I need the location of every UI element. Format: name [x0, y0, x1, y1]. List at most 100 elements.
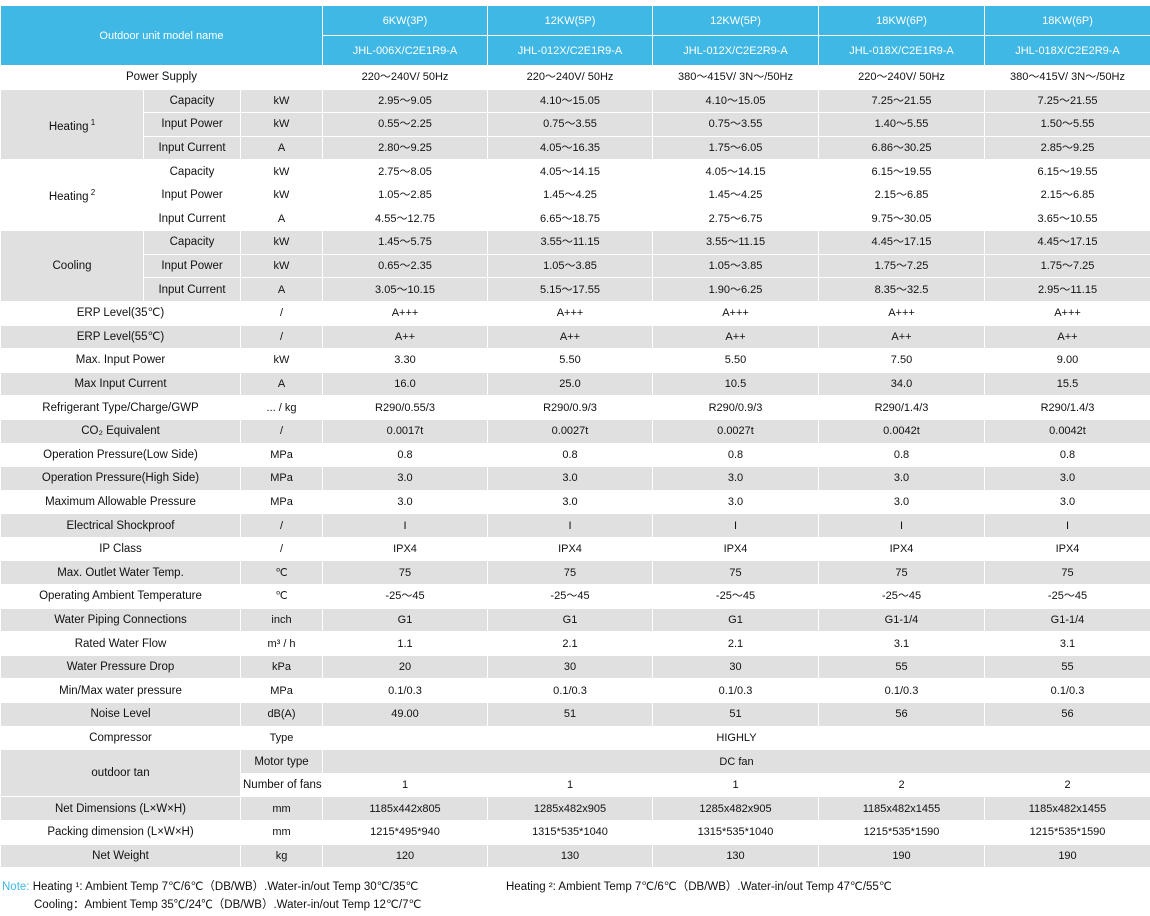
unit-cell: MPa: [240, 678, 323, 704]
value-cell: 1.50～5.55: [984, 112, 1150, 137]
value-cell: 1185x482x1455: [984, 796, 1150, 821]
value-cell: 130: [652, 843, 819, 869]
row-label: Rated Water Flow: [0, 631, 241, 656]
unit-cell: mm: [240, 796, 323, 821]
group-row: Input Power kW 0.55～2.25 0.75～3.55 0.75～3.55…: [1, 112, 1150, 137]
value-cell: -25～45: [322, 584, 488, 609]
value-cell: 4.10～15.05: [652, 88, 819, 114]
row-label: Refrigerant Type/Charge/GWP: [0, 395, 241, 420]
group-label: Cooling: [0, 230, 144, 302]
value-cell: 6.15～19.55: [818, 159, 985, 184]
value-cell: R290/1.4/3: [984, 395, 1150, 420]
value-cell: -25～45: [487, 584, 653, 609]
value-cell: 1215*535*1590: [984, 820, 1150, 845]
value-cell: 0.8: [322, 442, 488, 468]
unit-cell: /: [240, 300, 323, 326]
spec-row: Max. Input Power kW 3.30 5.50 5.50 7.50 9.00: [0, 348, 1150, 373]
spec-row: Min/Max water pressure MPa 0.1/0.3 0.1/0.3 0…: [0, 678, 1150, 704]
row-label: Electrical Shockproof: [0, 513, 241, 538]
value-cell: 220～240V/ 50Hz: [322, 65, 488, 90]
value-cell: 3.1: [984, 631, 1150, 656]
value-cell: 3.0: [322, 489, 488, 515]
row-label: Water Piping Connections: [0, 607, 241, 633]
header-capacity: 18KW(6P): [984, 5, 1150, 36]
value-cell: 1.1: [322, 631, 488, 656]
value-cell: 0.8: [818, 442, 985, 468]
value-cell: 2.75～8.05: [322, 159, 488, 184]
value-cell: 130: [487, 843, 653, 869]
value-cell: A++: [652, 324, 819, 350]
value-cell: 1215*495*940: [322, 820, 488, 845]
value-cell: 380～415V/ 3N～/50Hz: [652, 65, 819, 90]
value-cell: A++: [984, 324, 1150, 350]
unit-cell: kW: [240, 348, 323, 373]
value-cell: 1185x442x805: [322, 796, 488, 821]
value-cell: -25～45: [818, 584, 985, 609]
value-cell: 0.1/0.3: [818, 678, 985, 704]
row-label: ERP Level(35℃): [0, 300, 241, 326]
value-cell: 0.0027t: [487, 418, 653, 444]
value-cell: 3.0: [487, 489, 653, 515]
group-row: Heating 1 Capacity kW 2.95～9.05 4.10～15.05 4.…: [0, 88, 1150, 161]
spec-row: Water Piping Connections inch G1 G1 G1 G1-1/4…: [0, 607, 1150, 633]
fan-count-row: Number of fans 1 1 1 2 2: [1, 772, 1150, 798]
value-cell: G1: [652, 607, 819, 633]
value-cell: 3.1: [818, 631, 985, 656]
value-cell: 3.55～11.15: [487, 230, 653, 255]
value-cell: 3.30: [322, 348, 488, 373]
sub-label: Input Power: [143, 182, 241, 208]
value-cell: IPX4: [487, 536, 653, 562]
value-cell: 75: [487, 560, 653, 586]
row-label: Compressor: [0, 725, 241, 751]
unit-cell: kW: [240, 230, 323, 255]
header-row-model: JHL-006X/C2E1R9-A JHL-012X/C2E1R9-A JHL-…: [1, 35, 1150, 66]
note-label: Note:: [2, 881, 30, 893]
row-label: ERP Level(55℃): [0, 324, 241, 350]
group-label: Heating 2: [0, 159, 144, 232]
sub-label: Input Power: [143, 253, 241, 279]
value-cell: A+++: [487, 300, 653, 326]
row-label: outdoor tan: [0, 749, 241, 798]
row-label: Packing dimension (L×W×H): [0, 820, 241, 845]
value-cell: 6.15～19.55: [984, 159, 1150, 184]
value-cell: 0.1/0.3: [322, 678, 488, 704]
value-cell: I: [322, 513, 488, 538]
header-label: Outdoor unit model name: [0, 5, 323, 66]
spec-row: IP Class / IPX4 IPX4 IPX4 IPX4 IPX4: [0, 536, 1150, 562]
group-row: Input Current A 2.80～9.25 4.05～16.35 1.75～6.…: [1, 135, 1150, 161]
value-cell: 0.0042t: [984, 418, 1150, 444]
value-cell: G1: [322, 607, 488, 633]
value-cell: 1.75～6.05: [652, 135, 819, 161]
value-cell: 0.8: [984, 442, 1150, 468]
unit-cell: m³ / h: [240, 631, 323, 656]
spec-row: ERP Level(55℃) / A++ A++ A++ A++ A++: [0, 324, 1150, 350]
spec-row: Maximum Allowable Pressure MPa 3.0 3.0 3.0 3.…: [0, 489, 1150, 515]
row-label: CO₂ Equivalent: [0, 418, 241, 444]
value-cell: 220～240V/ 50Hz: [818, 65, 985, 90]
value-cell: 1285x482x905: [652, 796, 819, 821]
spec-table: Outdoor unit model name 6KW(3P) 12KW(5P)…: [0, 5, 1150, 869]
note-heating1-text: Heating ¹: Ambient Temp 7℃/6℃（DB/WB）.Wat…: [32, 881, 419, 893]
value-cell: I: [487, 513, 653, 538]
header-model: JHL-012X/C2E1R9-A: [487, 35, 653, 66]
group-label-superscript: 1: [88, 117, 96, 127]
value-cell: 4.45～17.15: [984, 230, 1150, 255]
value-cell: G1-1/4: [818, 607, 985, 633]
sub-label: Capacity: [143, 88, 241, 114]
value-cell: 380～415V/ 3N～/50Hz: [984, 65, 1150, 90]
unit-cell: A: [240, 277, 323, 302]
unit-cell: kg: [240, 843, 323, 869]
value-cell: 75: [984, 560, 1150, 586]
value-cell: 30: [652, 654, 819, 680]
value-cell: 25.0: [487, 371, 653, 397]
value-cell: 1.05～3.85: [487, 253, 653, 279]
group-label-text: Cooling: [52, 260, 92, 273]
row-label: Operating Ambient Temperature: [0, 584, 241, 609]
group-label-superscript: 2: [88, 188, 96, 198]
unit-cell: /: [240, 513, 323, 538]
value-cell: 2.15～6.85: [984, 182, 1150, 208]
value-cell: 4.10～15.05: [487, 88, 653, 114]
value-cell: 190: [984, 843, 1150, 869]
unit-cell: MPa: [240, 442, 323, 468]
unit-cell: dB(A): [240, 702, 323, 727]
